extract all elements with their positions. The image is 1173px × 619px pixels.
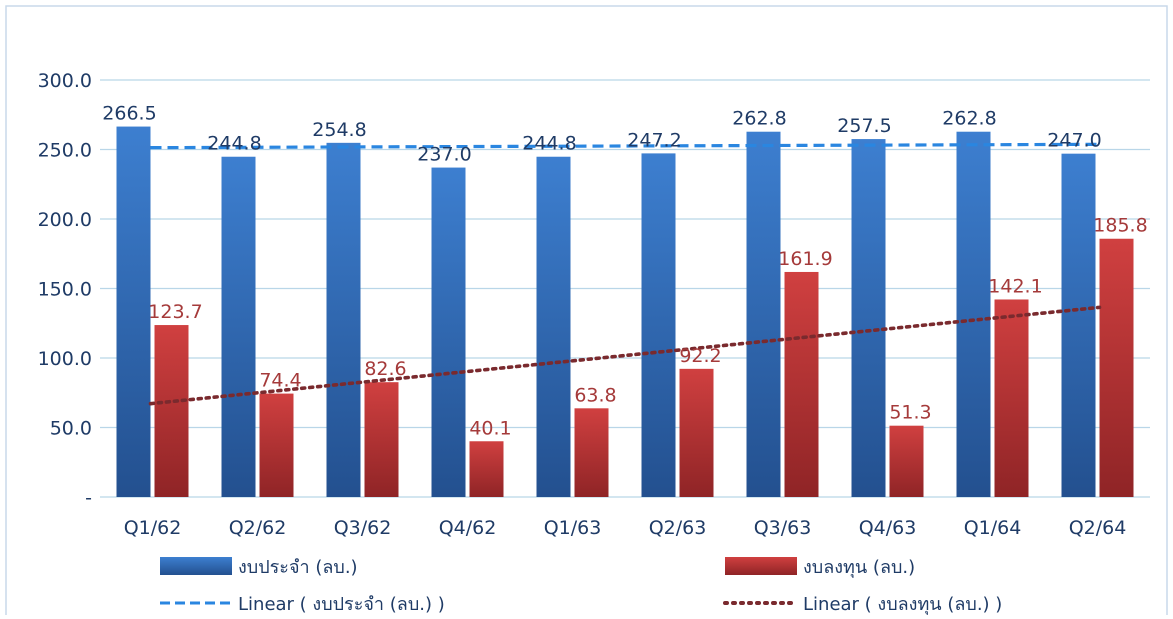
- legend-ngob-prajam: งบประจำ (ลบ.): [160, 557, 358, 578]
- bar-ngob-prajam: [221, 156, 256, 497]
- data-label-ngob-prajam: 247.2: [627, 129, 681, 151]
- data-label-ngob-longtun: 82.6: [364, 358, 406, 380]
- legend-layer: งบประจำ (ลบ.) งบลงทุน (ลบ.) Linear ( งบประ…: [160, 557, 1002, 615]
- data-label-ngob-longtun: 74.4: [259, 370, 301, 392]
- trendline-ngob-longtun: [148, 305, 1102, 406]
- data-label-ngob-prajam: 244.8: [207, 133, 261, 155]
- bar-ngob-prajam: [431, 167, 466, 497]
- bar-ngob-longtun: [889, 425, 924, 497]
- bar-ngob-prajam: [326, 142, 361, 497]
- legend-swatch: [725, 557, 797, 575]
- legend-swatch: [160, 557, 232, 575]
- bars-layer: [116, 126, 1134, 498]
- x-tick-label: Q3/63: [754, 517, 812, 539]
- y-tick-label: 100.0: [38, 348, 92, 370]
- legend-label: งบประจำ (ลบ.): [238, 557, 358, 578]
- legend-trend-ngob-longtun: Linear ( งบลงทุน (ลบ.) ): [723, 594, 1002, 615]
- y-tick-label: 150.0: [38, 279, 92, 301]
- y-tick-label: 200.0: [38, 209, 92, 231]
- trendline-ngob-prajam: [150, 142, 1100, 150]
- x-tick-label: Q1/64: [964, 517, 1022, 539]
- data-label-ngob-prajam: 254.8: [312, 119, 366, 141]
- bar-ngob-prajam: [536, 156, 571, 497]
- legend-label: งบลงทุน (ลบ.): [803, 557, 915, 578]
- data-label-ngob-prajam: 262.8: [732, 108, 786, 130]
- data-label-ngob-longtun: 185.8: [1093, 215, 1147, 237]
- bar-ngob-longtun: [259, 393, 294, 497]
- legend-label: Linear ( งบลงทุน (ลบ.) ): [803, 594, 1002, 615]
- data-label-ngob-prajam: 237.0: [417, 144, 471, 166]
- bar-ngob-prajam: [116, 126, 151, 497]
- data-label-ngob-longtun: 92.2: [679, 345, 721, 367]
- data-label-ngob-longtun: 63.8: [574, 384, 616, 406]
- data-label-ngob-prajam: 244.8: [522, 133, 576, 155]
- trend-layer: [148, 142, 1102, 406]
- bar-ngob-longtun: [994, 299, 1029, 497]
- data-label-ngob-longtun: 161.9: [778, 248, 832, 270]
- bar-ngob-prajam: [851, 139, 886, 497]
- bar-ngob-prajam: [746, 131, 781, 497]
- data-label-ngob-prajam: 262.8: [942, 108, 996, 130]
- data-label-ngob-prajam: 257.5: [837, 115, 891, 137]
- y-tick-label: 50.0: [50, 418, 92, 440]
- legend-label: Linear ( งบประจำ (ลบ.) ): [238, 594, 445, 615]
- bar-ngob-longtun: [154, 325, 189, 497]
- x-tick-label: Q2/63: [649, 517, 707, 539]
- y-tick-label: -: [85, 487, 92, 509]
- x-tick-label: Q4/62: [439, 517, 497, 539]
- bar-ngob-prajam: [1061, 153, 1096, 498]
- x-tick-label: Q4/63: [859, 517, 917, 539]
- data-label-ngob-longtun: 51.3: [889, 402, 931, 424]
- bar-ngob-longtun: [364, 382, 399, 497]
- axis-layer: - 50.0 100.0 150.0 200.0 250.0 300.0 Q1/62 Q2/62…: [38, 70, 1127, 539]
- bar-ngob-prajam: [956, 131, 991, 497]
- bar-ngob-longtun: [1099, 238, 1134, 497]
- x-tick-label: Q1/63: [544, 517, 602, 539]
- x-tick-label: Q2/64: [1069, 517, 1127, 539]
- legend-ngob-longtun: งบลงทุน (ลบ.): [725, 557, 915, 578]
- data-label-ngob-longtun: 123.7: [148, 301, 202, 323]
- data-label-ngob-longtun: 142.1: [988, 275, 1042, 297]
- x-tick-label: Q1/62: [124, 517, 182, 539]
- x-tick-label: Q3/62: [334, 517, 392, 539]
- bar-ngob-longtun: [679, 368, 714, 497]
- chart-border: [5, 5, 1168, 619]
- bar-ngob-longtun: [469, 441, 504, 497]
- y-tick-label: 300.0: [38, 70, 92, 92]
- legend-trend-ngob-prajam: Linear ( งบประจำ (ลบ.) ): [160, 594, 445, 615]
- data-label-ngob-prajam: 266.5: [102, 103, 156, 125]
- x-tick-label: Q2/62: [229, 517, 287, 539]
- bar-ngob-prajam: [641, 153, 676, 497]
- y-tick-label: 250.0: [38, 140, 92, 162]
- bar-ngob-longtun: [574, 408, 609, 497]
- labels-layer: 266.5 244.8 254.8 237.0 244.8 247.2 262.8 257.5…: [102, 103, 1147, 440]
- data-label-ngob-prajam: 247.0: [1047, 130, 1101, 152]
- data-label-ngob-longtun: 40.1: [469, 417, 511, 439]
- bar-ngob-longtun: [784, 271, 819, 497]
